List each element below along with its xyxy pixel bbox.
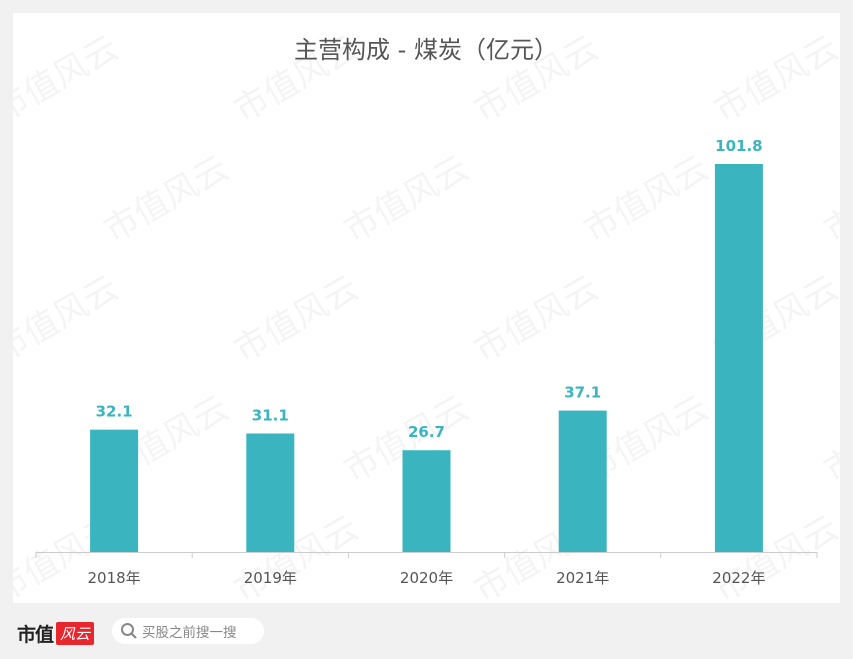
watermark: 市值风云: [818, 388, 841, 491]
search-icon: [121, 623, 137, 639]
watermark: 市值风云: [578, 148, 716, 251]
bar-2019年: [246, 433, 295, 552]
x-tick-label: 2021年: [556, 569, 609, 587]
logo-red-badge: 风云: [56, 622, 95, 645]
x-tick-label: 2019年: [244, 569, 297, 587]
watermark: 市值风云: [818, 148, 841, 251]
watermark: 市值风云: [708, 28, 841, 131]
logo-text: 市值: [17, 624, 54, 646]
data-label: 32.1: [96, 403, 133, 421]
watermark: 市值风云: [228, 268, 366, 371]
chart-card: 市值风云 市值风云 市值风云 市值风云 市值风云 市值风云 市值风云 市值风云 市值风云 市值风云…: [13, 13, 840, 603]
bar-2018年: [90, 429, 139, 552]
x-tick-label: 2020年: [400, 569, 453, 587]
data-label: 26.7: [408, 423, 445, 441]
watermark: 市值风云: [468, 268, 606, 371]
bar-2020年: [402, 450, 451, 552]
search-box[interactable]: 买股之前搜一搜: [112, 618, 264, 644]
data-label: 31.1: [252, 406, 289, 424]
data-label: 101.8: [715, 137, 762, 155]
x-tick-label: 2022年: [712, 569, 765, 587]
watermark: 市值风云: [13, 28, 125, 131]
brand-logo: 市值 风云: [17, 620, 95, 647]
search-placeholder: 买股之前搜一搜: [142, 625, 237, 641]
footer: 市值 风云 买股之前搜一搜: [0, 606, 853, 659]
x-tick-label: 2018年: [88, 569, 141, 587]
watermark: 市值风云: [13, 268, 125, 371]
bar-2022年: [714, 164, 763, 552]
chart-title: 主营构成 - 煤炭（亿元）: [294, 36, 558, 64]
data-label: 37.1: [564, 384, 601, 402]
bar-2021年: [558, 410, 607, 552]
watermark: 市值风云: [338, 148, 476, 251]
watermark: 市值风云: [98, 148, 236, 251]
